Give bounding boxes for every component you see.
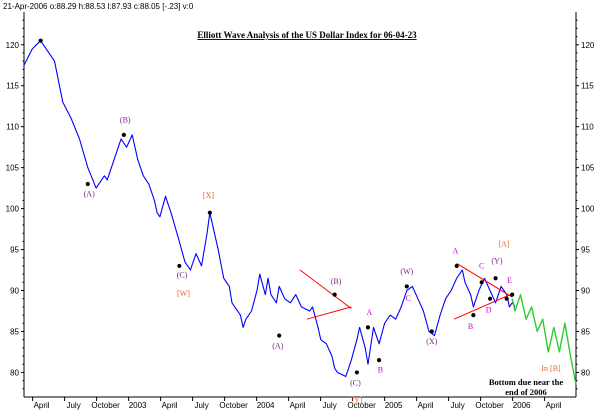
chart-title: Elliott Wave Analysis of the US Dollar I… xyxy=(197,30,417,40)
y-tick-label-right: 95 xyxy=(581,246,590,255)
x-tick-label: July xyxy=(66,401,80,410)
x-tick-label: April xyxy=(162,401,178,410)
y-tick-label-right: 110 xyxy=(581,123,594,132)
x-tick-label: October xyxy=(347,401,376,410)
wave-pivot-dot xyxy=(404,284,409,289)
y-tick-label-left: 120 xyxy=(6,41,20,50)
wave-label: (C) xyxy=(177,270,188,279)
y-tick-label-left: 110 xyxy=(6,123,19,132)
wave-pivot-dot xyxy=(85,181,90,187)
y-tick-label-right: 80 xyxy=(581,368,590,377)
y-tick-label-left: 85 xyxy=(10,327,19,336)
triangle-2-lower-line xyxy=(453,293,513,320)
bottom-note-line: end of 2006 xyxy=(505,387,547,397)
wave-label: A xyxy=(452,247,458,256)
wave-pivot-dot xyxy=(376,358,382,363)
wave-label: In [B] xyxy=(541,364,561,373)
wave-pivot-dot xyxy=(454,263,459,269)
projection-line xyxy=(511,293,577,385)
x-tick-label: July xyxy=(322,401,336,410)
wave-label: C xyxy=(406,294,411,303)
wave-pivot-dot xyxy=(487,296,493,301)
y-tick-label-right: 100 xyxy=(581,205,595,214)
x-tick-label: 2006 xyxy=(513,401,531,410)
wave-label: (A) xyxy=(272,342,283,351)
x-tick-label: October xyxy=(219,401,248,410)
y-tick-label-right: 120 xyxy=(581,41,595,50)
x-tick-label: April xyxy=(546,401,562,410)
wave-label: (C) xyxy=(350,379,361,388)
wave-label: E xyxy=(507,276,512,285)
wave-label: [W] xyxy=(177,289,190,298)
wave-label: (W) xyxy=(400,267,413,276)
x-tick-label: October xyxy=(475,401,504,410)
wave-pivot-dot xyxy=(277,333,282,338)
wave-pivot-dot xyxy=(504,296,509,301)
x-tick-label: July xyxy=(450,401,464,410)
x-tick-label: April xyxy=(290,401,306,410)
wave-pivot-dot xyxy=(177,263,182,269)
triangle-2-upper-line xyxy=(456,263,513,298)
y-tick-label-left: 115 xyxy=(6,82,19,91)
wave-pivot-dot xyxy=(354,370,359,375)
y-tick-label-right: 105 xyxy=(581,164,595,173)
wave-pivot-dot xyxy=(38,38,43,43)
y-tick-label-left: 100 xyxy=(6,205,20,214)
wave-label: (B) xyxy=(120,116,131,125)
price-header: 21-Apr-2006 o:88.29 h:88.53 l:87.93 c:88… xyxy=(3,2,194,11)
wave-pivot-dot xyxy=(479,280,484,285)
x-tick-label: July xyxy=(194,401,208,410)
y-tick-label-left: 95 xyxy=(10,246,19,255)
x-tick-label: 2003 xyxy=(129,401,147,410)
x-tick-label: October xyxy=(91,401,120,410)
y-tick-label-left: 105 xyxy=(6,164,20,173)
wave-label: (B) xyxy=(331,277,342,286)
wave-pivot-dot xyxy=(332,292,337,297)
bottom-note-line: Bottom due near the xyxy=(489,377,563,387)
y-tick-label-right: 90 xyxy=(581,287,590,296)
wave-label: [A] xyxy=(498,239,509,248)
x-tick-label: April xyxy=(34,401,50,410)
wave-pivot-dot xyxy=(429,329,434,334)
x-tick-label: April xyxy=(418,401,434,410)
y-tick-label-right: 85 xyxy=(581,327,590,336)
wave-label: B xyxy=(378,365,383,374)
wave-label: C xyxy=(479,261,484,270)
y-tick-label-right: 115 xyxy=(581,82,594,91)
y-tick-label-left: 90 xyxy=(10,287,19,296)
wave-label: (X) xyxy=(426,337,437,346)
y-tick-label-left: 80 xyxy=(10,368,19,377)
wave-label: D xyxy=(486,306,492,315)
wave-label: [X] xyxy=(203,191,214,200)
triangle-1-upper-line xyxy=(299,269,352,309)
triangle-1-lower-line xyxy=(306,306,352,320)
wave-label: A xyxy=(366,308,372,317)
wave-label: (A) xyxy=(84,189,95,198)
wave-label: B xyxy=(468,322,473,331)
wave-label: (Y) xyxy=(491,256,502,265)
wave-pivot-dot xyxy=(493,276,498,281)
x-tick-label: 2005 xyxy=(385,401,403,410)
wave-pivot-dot xyxy=(365,325,371,330)
price-line xyxy=(23,40,516,378)
wave-pivot-dot xyxy=(510,292,515,297)
wave-pivot-dot xyxy=(207,210,212,215)
wave-pivot-dot xyxy=(471,312,476,318)
x-tick-label: 2004 xyxy=(257,401,275,410)
wave-pivot-dot xyxy=(121,132,126,137)
wave-label: a xyxy=(358,410,362,411)
wave-label: [Y] xyxy=(351,396,362,405)
